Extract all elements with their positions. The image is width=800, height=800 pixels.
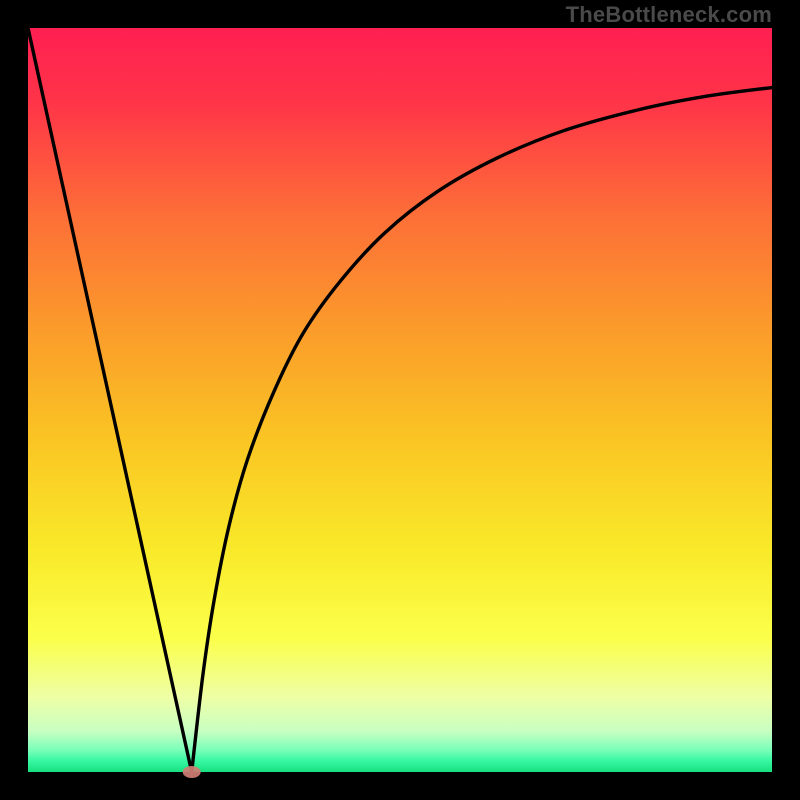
watermark-text: TheBottleneck.com	[566, 2, 772, 28]
plot-area	[28, 28, 772, 772]
chart-container: TheBottleneck.com	[0, 0, 800, 800]
optimal-point-marker	[183, 766, 201, 778]
bottleneck-chart	[0, 0, 800, 800]
